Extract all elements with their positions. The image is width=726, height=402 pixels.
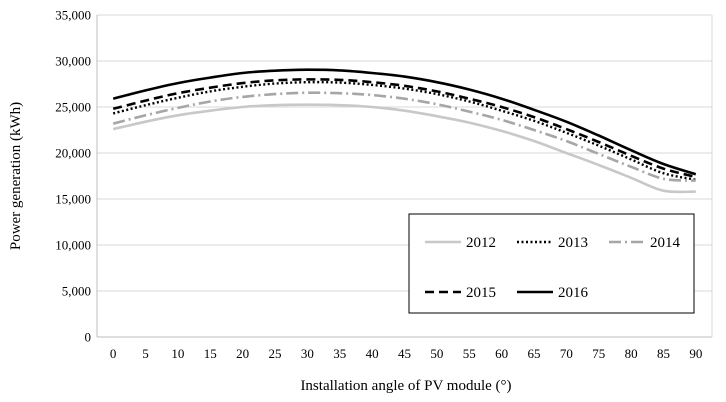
legend-label-2014: 2014: [650, 235, 681, 251]
legend-label-2012: 2012: [466, 235, 496, 251]
x-tick-label: 10: [171, 346, 184, 361]
y-axis-tick-labels: 0 5,000 10,000 15,000 20,000 25,000 30,000 35,0…: [55, 8, 91, 345]
y-tick-label: 25,000: [55, 100, 91, 115]
x-tick-label: 45: [398, 346, 411, 361]
x-tick-label: 15: [204, 346, 217, 361]
x-tick-label: 30: [301, 346, 314, 361]
series-line-2016: [112, 68, 697, 176]
y-tick-label: 10,000: [55, 238, 91, 253]
legend-label-2013: 2013: [558, 235, 588, 251]
y-tick-label: 35,000: [55, 8, 91, 23]
legend: 2012 2013 2014 2015 2016: [408, 213, 695, 314]
x-axis-tick-labels: 0 5 10 15 20 25 30 35 40 45 50 55 60 65 70 75 80 85 90: [110, 346, 702, 361]
series-line-2013: [112, 80, 697, 181]
y-axis-title: Power generation (kWh): [8, 102, 24, 250]
x-tick-label: 85: [657, 346, 670, 361]
y-tick-label: 15,000: [55, 192, 91, 207]
legend-label-2016: 2016: [558, 285, 589, 301]
series-line-2015: [112, 78, 697, 179]
x-tick-label: 60: [495, 346, 508, 361]
x-tick-label: 40: [366, 346, 379, 361]
y-tick-label: 0: [85, 330, 92, 345]
series-line-2012: [112, 103, 696, 194]
x-tick-label: 55: [463, 346, 476, 361]
y-tick-label: 20,000: [55, 146, 91, 161]
legend-label-2015: 2015: [466, 285, 496, 301]
y-tick-label: 30,000: [55, 54, 91, 69]
x-tick-label: 20: [236, 346, 249, 361]
x-tick-label: 25: [269, 346, 282, 361]
series-lines: [112, 68, 697, 194]
x-tick-label: 65: [527, 346, 540, 361]
y-tick-label: 5,000: [62, 284, 91, 299]
x-tick-label: 80: [625, 346, 638, 361]
x-tick-label: 75: [592, 346, 605, 361]
series-line-2014: [112, 91, 696, 182]
x-tick-label: 70: [560, 346, 573, 361]
x-tick-label: 50: [430, 346, 443, 361]
x-tick-label: 5: [142, 346, 149, 361]
x-axis-title: Installation angle of PV module (°): [300, 378, 511, 394]
x-tick-label: 0: [110, 346, 117, 361]
gridlines: [96, 14, 713, 338]
legend-box: [408, 213, 695, 314]
x-tick-label: 90: [689, 346, 702, 361]
x-tick-label: 35: [333, 346, 346, 361]
